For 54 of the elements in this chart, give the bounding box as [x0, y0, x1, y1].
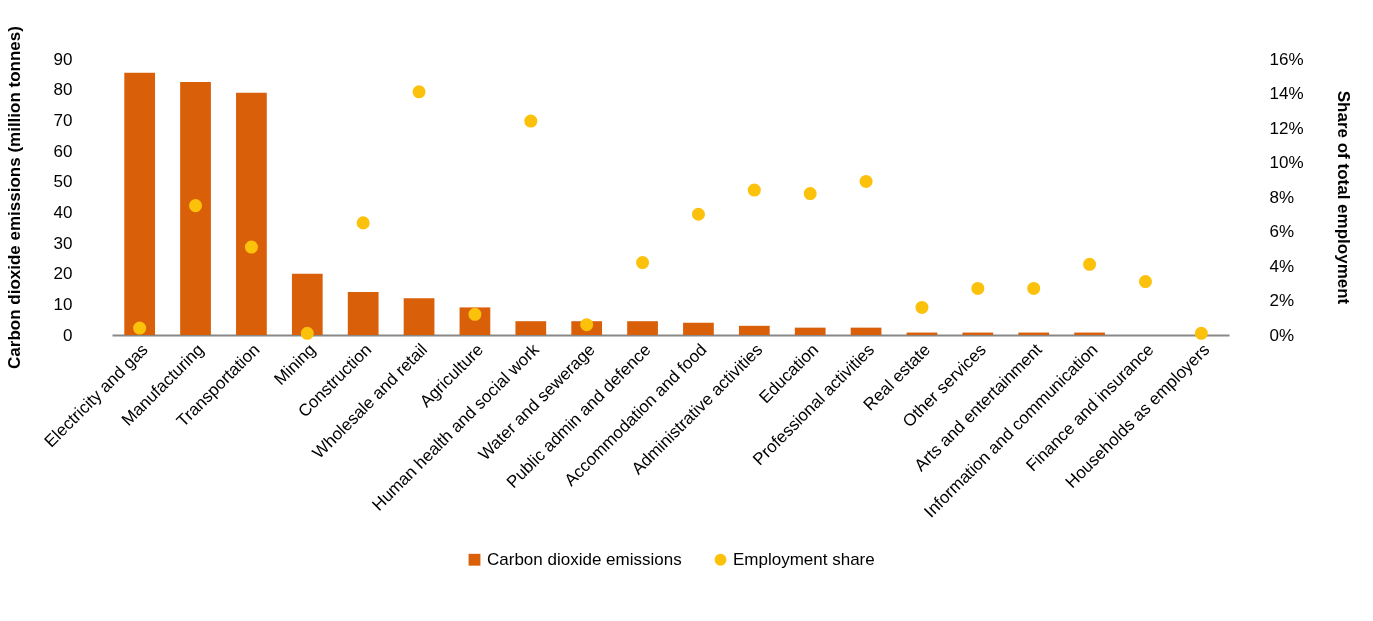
y-tick-label: 70 — [53, 110, 73, 130]
y-tick-label: 20 — [53, 264, 73, 284]
y2-tick-label: 0% — [1269, 325, 1295, 345]
y-tick-label: 60 — [53, 141, 73, 161]
y-tick-label: 30 — [53, 233, 73, 253]
y-axis-title: Carbon dioxide emissions (million tonnes) — [4, 26, 24, 369]
point — [1138, 275, 1152, 289]
bar — [124, 72, 156, 335]
point — [1027, 281, 1041, 295]
bar — [515, 321, 547, 335]
point — [915, 300, 929, 314]
point — [803, 187, 817, 201]
bar — [236, 92, 267, 335]
legend-label: Carbon dioxide emissions — [487, 549, 682, 569]
y2-tick-label: 10% — [1269, 153, 1304, 172]
y2-tick-label: 12% — [1269, 118, 1304, 138]
point — [133, 321, 147, 335]
y-tick-label: 80 — [53, 80, 73, 100]
point — [1194, 326, 1208, 340]
bar — [683, 322, 714, 335]
point — [636, 256, 650, 270]
y-tick-label: 50 — [53, 172, 73, 192]
bar — [180, 82, 211, 335]
bar — [403, 298, 435, 335]
y2-axis-title: Share of total employment — [1333, 90, 1353, 305]
point — [412, 85, 426, 99]
point — [580, 318, 594, 332]
legend-label: Employment share — [733, 549, 875, 569]
point — [244, 240, 258, 254]
bar — [347, 292, 379, 335]
y2-tick-label: 2% — [1269, 291, 1295, 310]
point — [300, 326, 314, 340]
y2-tick-label: 4% — [1269, 256, 1295, 276]
bar — [794, 327, 826, 335]
bar — [738, 325, 770, 335]
bar — [291, 273, 323, 335]
point — [691, 207, 705, 221]
y-tick-label: 10 — [53, 294, 73, 314]
y-tick-label: 90 — [53, 49, 73, 69]
y2-tick-label: 14% — [1269, 84, 1304, 103]
point — [971, 281, 985, 295]
y2-tick-label: 8% — [1269, 187, 1295, 207]
bar — [627, 321, 658, 335]
bar — [850, 327, 882, 335]
point — [1083, 257, 1097, 271]
point — [524, 114, 538, 128]
point — [859, 174, 873, 188]
point — [747, 183, 761, 197]
point — [356, 216, 370, 230]
point — [189, 199, 203, 213]
y-tick-label: 40 — [53, 202, 73, 222]
y-tick-label: 0 — [63, 325, 73, 345]
y2-tick-label: 6% — [1269, 222, 1295, 241]
y2-tick-label: 16% — [1269, 49, 1304, 69]
